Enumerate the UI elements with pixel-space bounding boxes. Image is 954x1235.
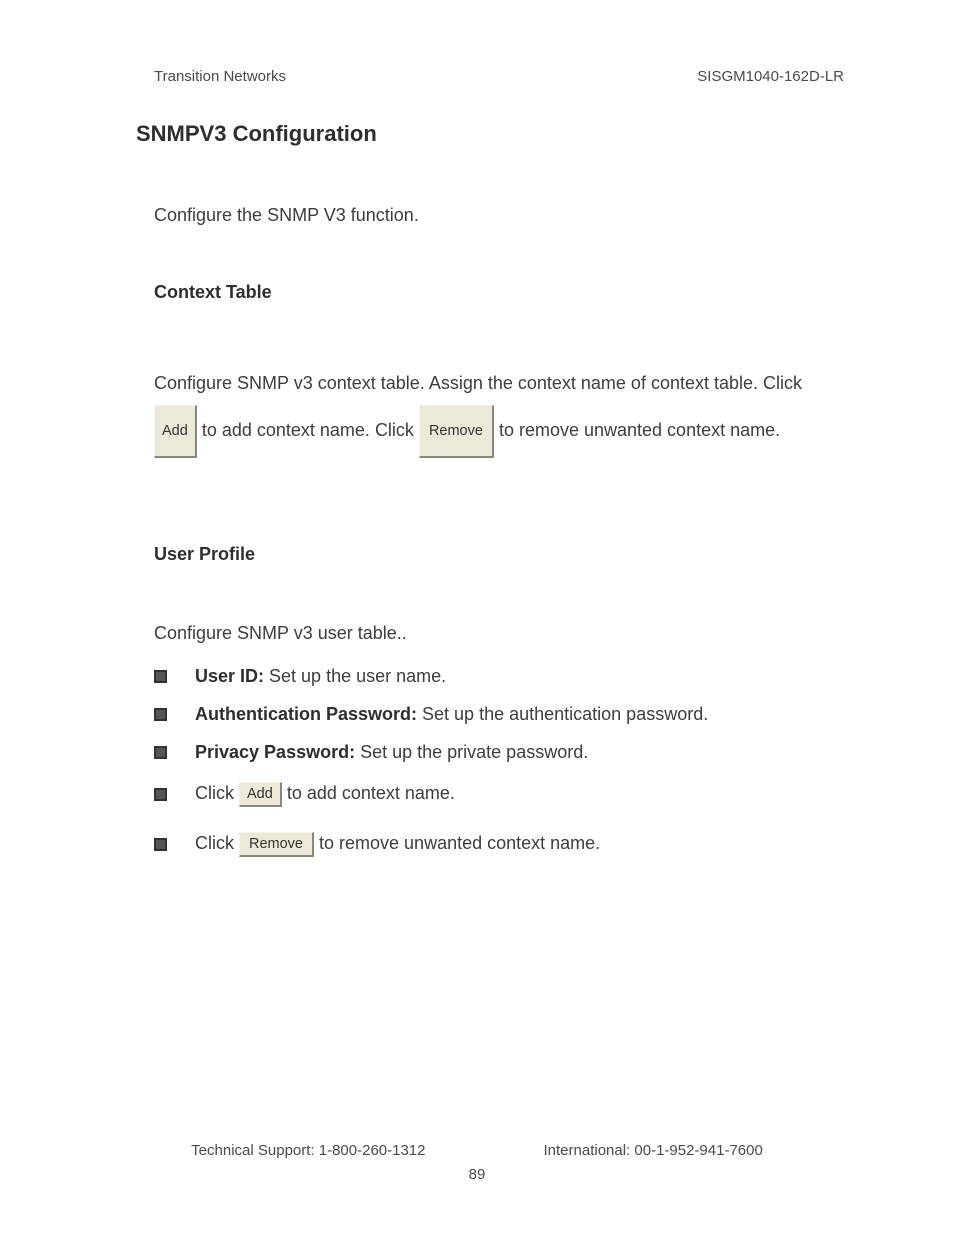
list-item-bold: Authentication Password: xyxy=(195,704,417,724)
list-item-text: Privacy Password: Set up the private pas… xyxy=(195,742,588,763)
click-remove-pre: Click xyxy=(195,833,239,853)
intro-text: Configure the SNMP V3 function. xyxy=(154,205,844,226)
user-profile-intro: Configure SNMP v3 user table.. xyxy=(154,623,844,644)
list-item-rest: Set up the authentication password. xyxy=(417,704,708,724)
context-text-b: to add context name. Click xyxy=(202,420,419,440)
click-add-post: to add context name. xyxy=(287,783,455,803)
footer-support: Technical Support: 1-800-260-1312 xyxy=(191,1142,425,1159)
header-model: SISGM1040-162D-LR xyxy=(697,68,844,85)
click-add-pre: Click xyxy=(195,783,239,803)
list-item-text: Click Add to add context name. xyxy=(195,782,455,807)
list-item: Click Add to add context name. xyxy=(154,776,844,812)
list-item-rest: Set up the user name. xyxy=(264,666,446,686)
context-table-paragraph: Configure SNMP v3 context table. Assign … xyxy=(154,361,844,458)
page-number: 89 xyxy=(0,1166,954,1183)
context-text-c: to remove unwanted context name. xyxy=(499,420,780,440)
footer-intl: International: 00-1-952-941-7600 xyxy=(544,1142,763,1159)
page-header: Transition Networks SISGM1040-162D-LR xyxy=(154,68,844,85)
list-item: User ID: Set up the user name. xyxy=(154,662,844,690)
list-item-rest: Set up the private password. xyxy=(355,742,588,762)
list-item-text: Authentication Password: Set up the auth… xyxy=(195,704,708,725)
list-item-text: Click Remove to remove unwanted context … xyxy=(195,832,600,857)
bullet-icon xyxy=(154,708,167,721)
remove-button[interactable]: Remove xyxy=(419,405,494,458)
context-text-a: Configure SNMP v3 context table. Assign … xyxy=(154,373,802,393)
list-item-bold: User ID: xyxy=(195,666,264,686)
user-profile-list: User ID: Set up the user name. Authentic… xyxy=(154,662,844,862)
header-company: Transition Networks xyxy=(154,68,286,85)
list-item-bold: Privacy Password: xyxy=(195,742,355,762)
context-table-heading: Context Table xyxy=(154,282,844,303)
bullet-icon xyxy=(154,670,167,683)
page-title: SNMPV3 Configuration xyxy=(136,121,844,147)
list-item-text: User ID: Set up the user name. xyxy=(195,666,446,687)
list-item: Authentication Password: Set up the auth… xyxy=(154,700,844,728)
list-item: Privacy Password: Set up the private pas… xyxy=(154,738,844,766)
add-button[interactable]: Add xyxy=(154,405,197,458)
bullet-icon xyxy=(154,746,167,759)
page-footer: Technical Support: 1-800-260-1312 Intern… xyxy=(0,1142,954,1159)
click-remove-post: to remove unwanted context name. xyxy=(319,833,600,853)
bullet-icon xyxy=(154,838,167,851)
document-page: Transition Networks SISGM1040-162D-LR SN… xyxy=(0,0,954,1235)
remove-button[interactable]: Remove xyxy=(239,832,314,857)
list-item: Click Remove to remove unwanted context … xyxy=(154,826,844,862)
bullet-icon xyxy=(154,788,167,801)
add-button[interactable]: Add xyxy=(239,782,282,807)
user-profile-heading: User Profile xyxy=(154,544,844,565)
